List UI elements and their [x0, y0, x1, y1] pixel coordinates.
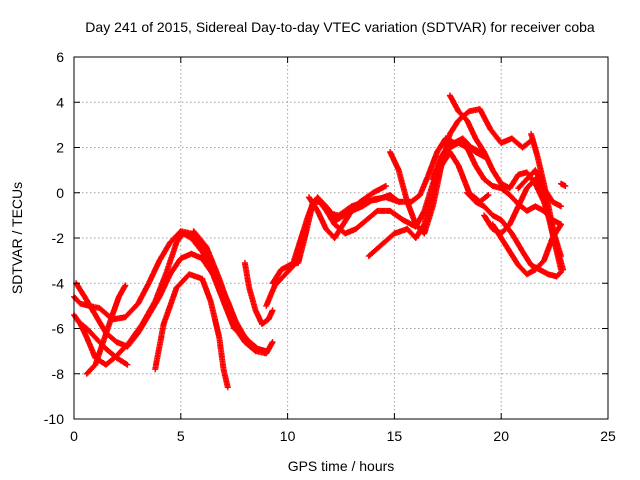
data-points: [190, 228, 270, 355]
y-tick-label: 2: [56, 140, 64, 156]
data-series-track-22: [558, 180, 569, 189]
x-tick-label: 25: [600, 428, 616, 444]
y-tick-label: 0: [56, 185, 64, 201]
x-tick-label: 20: [493, 428, 509, 444]
data-series-track-5: [75, 318, 131, 368]
y-tick-label: -2: [52, 230, 65, 246]
data-series-track-13: [365, 149, 492, 260]
y-tick-label: -4: [52, 275, 65, 291]
axis-ticks: 0 5 10 15 20 25 -10 -8 -6 -4 -2 0 2 4 6: [44, 49, 616, 444]
y-tick-label: -8: [52, 366, 65, 382]
x-tick-label: 0: [70, 428, 78, 444]
x-tick-label: 10: [280, 428, 296, 444]
data-points: [528, 130, 567, 273]
data-points: [75, 318, 131, 368]
y-axis-label: SDTVAR / TECUs: [9, 182, 25, 294]
data-points: [365, 149, 492, 260]
data-series-track-6: [152, 271, 231, 391]
x-tick-label: 15: [387, 428, 403, 444]
data-layer: [71, 92, 569, 391]
x-tick-label: 5: [177, 428, 185, 444]
y-tick-label: 4: [56, 94, 64, 110]
chart-title: Day 241 of 2015, Sidereal Day-to-day VTE…: [85, 19, 595, 35]
data-points: [241, 259, 276, 327]
y-tick-label: -6: [52, 321, 65, 337]
y-tick-label: 6: [56, 49, 64, 65]
x-axis-label: GPS time / hours: [288, 458, 395, 474]
y-tick-label: -10: [44, 411, 64, 427]
data-series-track-7: [190, 228, 270, 355]
data-points: [152, 271, 231, 391]
data-series-track-8: [241, 259, 276, 327]
data-series-track-21: [528, 130, 567, 273]
data-points: [558, 180, 569, 189]
